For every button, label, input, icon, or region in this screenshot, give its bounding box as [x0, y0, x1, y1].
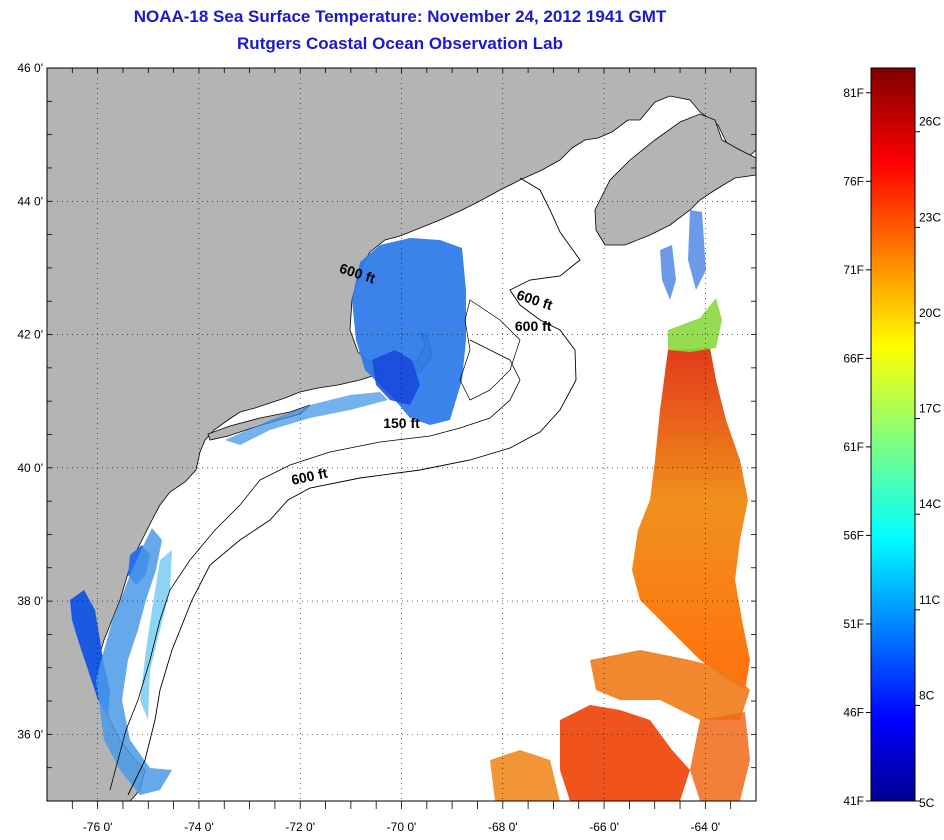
colorbar-f-label: 66F: [843, 351, 864, 365]
colorbar-c-label: 11C: [919, 593, 940, 607]
colorbar-f-label: 61F: [843, 440, 864, 454]
colorbar-f-label: 41F: [843, 794, 864, 808]
colorbar-c-label: 26C: [919, 115, 941, 129]
colorbar-c-label: 20C: [919, 306, 941, 320]
colorbar-f-label: 56F: [843, 528, 864, 542]
colorbar-c-label: 14C: [919, 497, 941, 511]
colorbar-f-label: 51F: [843, 617, 864, 631]
colorbar: 81F 76F 71F 66F 61F 56F 51F 46F 41F 26C 23C 20C 17C 1…: [0, 0, 944, 840]
colorbar-scale: [871, 68, 915, 801]
colorbar-c-label: 5C: [919, 796, 935, 810]
colorbar-c-label: 23C: [919, 210, 941, 224]
colorbar-c-label: 8C: [919, 688, 935, 702]
colorbar-f-label: 71F: [843, 263, 864, 277]
colorbar-c-label: 17C: [919, 402, 941, 416]
colorbar-f-label: 76F: [843, 174, 864, 188]
colorbar-f-label: 81F: [843, 86, 864, 100]
colorbar-f-label: 46F: [843, 705, 864, 719]
